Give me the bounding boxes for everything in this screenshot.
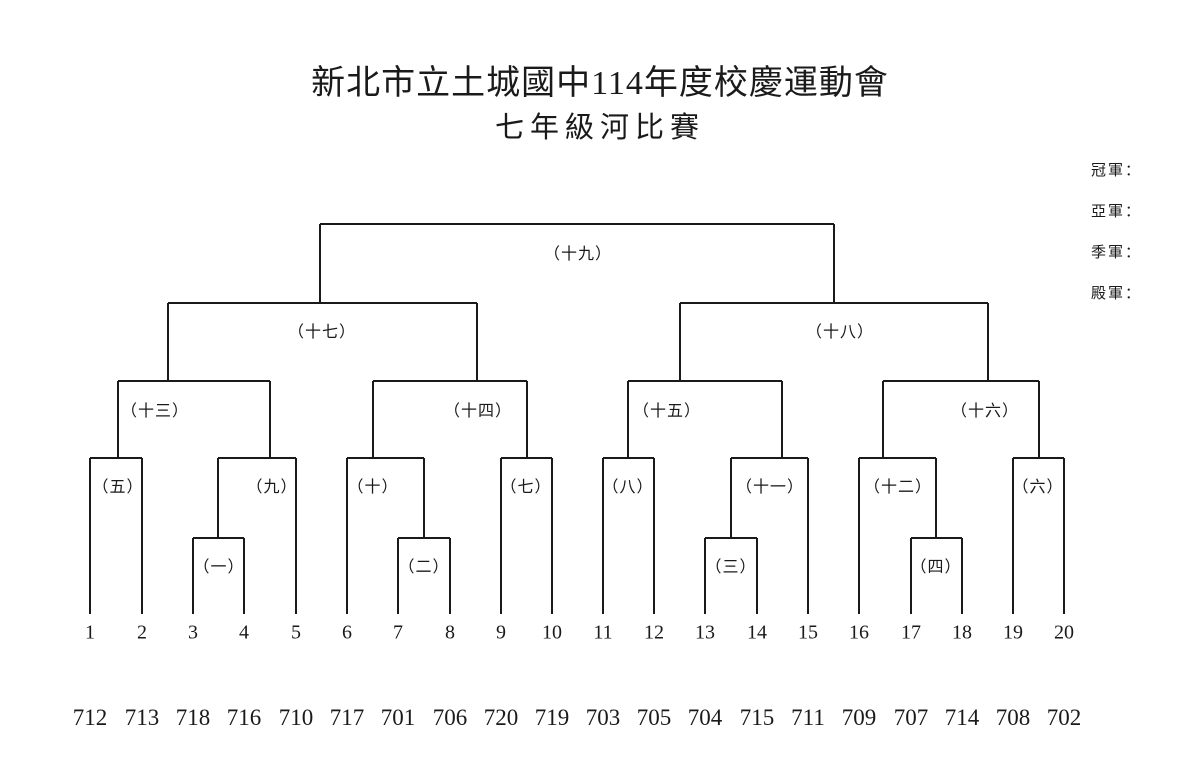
match-label-1: （一） [193,559,245,576]
position-number-8: 8 [445,621,455,644]
match-label-16: （十六） [950,403,1020,420]
position-number-5: 5 [291,621,301,644]
position-number-16: 16 [849,621,869,644]
match-label-10: （十） [347,479,399,496]
class-number-702: 702 [1046,705,1082,730]
position-number-12: 12 [644,621,664,644]
runner-up-label: 亞軍： [1091,204,1143,220]
position-number-4: 4 [239,621,249,644]
match-label-9: （九） [246,479,298,496]
class-number-705: 705 [636,705,672,730]
results-panel: 冠軍： 亞軍： 季軍： 殿軍： [1091,163,1142,327]
class-number-707: 707 [893,705,929,730]
class-number-711: 711 [791,705,825,730]
position-number-14: 14 [747,621,767,644]
position-number-1: 1 [85,621,95,644]
position-number-2: 2 [137,621,147,644]
match-label-15: （十五） [632,403,702,420]
match-label-2: （二） [398,559,450,576]
page-title: 新北市立土城國中114年度校慶運動會 七年級河比賽 [0,64,1200,146]
match-label-6: （六） [1012,479,1064,496]
class-number-703: 703 [585,705,621,730]
class-number-717: 717 [329,705,365,730]
class-number-712: 712 [72,705,108,730]
match-label-12: （十二） [863,479,933,496]
position-number-17: 17 [901,621,921,644]
match-label-5: （五） [92,479,144,496]
position-number-9: 9 [496,621,506,644]
class-number-714: 714 [944,705,980,730]
class-number-709: 709 [841,705,877,730]
position-number-13: 13 [695,621,715,644]
class-number-704: 704 [687,705,723,730]
position-number-3: 3 [188,621,198,644]
match-label-7: （七） [500,479,552,496]
third-place-label: 季軍： [1091,245,1143,261]
position-number-18: 18 [952,621,972,644]
match-label-17: （十七） [287,324,357,341]
class-number-706: 706 [432,705,468,730]
class-number-715: 715 [739,705,775,730]
match-label-8: （八） [602,479,654,496]
class-number-708: 708 [995,705,1031,730]
title-line-2: 七年級河比賽 [494,112,705,144]
fourth-place-label: 殿軍： [1091,286,1143,302]
match-label-3: （三） [705,559,757,576]
match-label-14: （十四） [443,403,513,420]
match-label-18: （十八） [805,324,875,341]
class-number-720: 720 [483,705,519,730]
position-number-19: 19 [1003,621,1023,644]
class-number-716: 716 [226,705,262,730]
champion-label: 冠軍： [1091,163,1143,179]
class-number-718: 718 [175,705,211,730]
position-number-7: 7 [393,621,403,644]
position-number-11: 11 [593,621,613,644]
class-number-710: 710 [278,705,314,730]
match-label-19: （十九） [543,246,613,263]
class-number-701: 701 [380,705,416,730]
match-label-11: （十一） [735,479,805,496]
position-number-10: 10 [542,621,562,644]
class-number-719: 719 [534,705,570,730]
match-label-4: （四） [910,559,962,576]
position-number-6: 6 [342,621,352,644]
match-label-13: （十三） [120,403,190,420]
position-number-20: 20 [1054,621,1074,644]
position-number-15: 15 [798,621,818,644]
class-number-713: 713 [124,705,160,730]
title-line-1: 新北市立土城國中114年度校慶運動會 [311,65,889,102]
